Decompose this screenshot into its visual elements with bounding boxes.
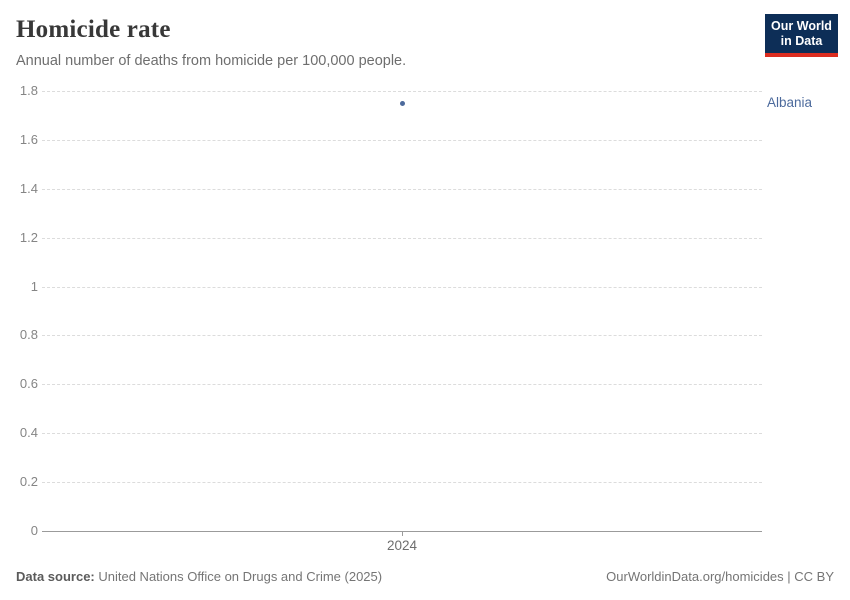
y-tick-label: 0.6 [19, 376, 38, 392]
y-tick-label: 0.2 [19, 474, 38, 490]
data-source-label: Data source: [16, 569, 95, 584]
data-source-note: Data source: United Nations Office on Dr… [16, 569, 382, 584]
gridline [42, 286, 762, 288]
y-tick-label: 1.8 [19, 83, 38, 98]
entity-label: Albania [767, 95, 813, 111]
gridline [42, 335, 762, 337]
gridline [42, 482, 762, 484]
y-tick-label: 1 [30, 278, 38, 294]
gridline [42, 433, 762, 435]
chart-title: Homicide rate [16, 16, 171, 43]
owid-logo: Our World in Data [765, 14, 838, 57]
y-tick-label: 1.4 [19, 180, 38, 196]
chart-footer: Data source: United Nations Office on Dr… [16, 569, 834, 584]
gridline [42, 91, 762, 92]
attribution: OurWorldinData.org/homicides | CC BY [606, 569, 834, 584]
y-tick-label: 0.4 [19, 425, 38, 441]
gridline [42, 384, 762, 386]
y-tick-label: 1.2 [19, 229, 38, 245]
owid-logo-line1: Our World [771, 18, 832, 33]
y-tick-label: 1.6 [19, 131, 38, 147]
x-tick-label: 2024 [386, 538, 418, 553]
data-source-text: United Nations Office on Drugs and Crime… [94, 569, 383, 584]
gridline [42, 139, 762, 141]
gridline [42, 188, 762, 190]
y-tick-label: 0 [30, 523, 38, 538]
x-tick-mark [402, 531, 403, 536]
gridline [42, 237, 762, 239]
chart-subtitle: Annual number of deaths from homicide pe… [16, 53, 407, 69]
owid-logo-line2: in Data [780, 33, 823, 48]
data-point [399, 100, 405, 106]
y-tick-label: 0.8 [19, 327, 38, 343]
